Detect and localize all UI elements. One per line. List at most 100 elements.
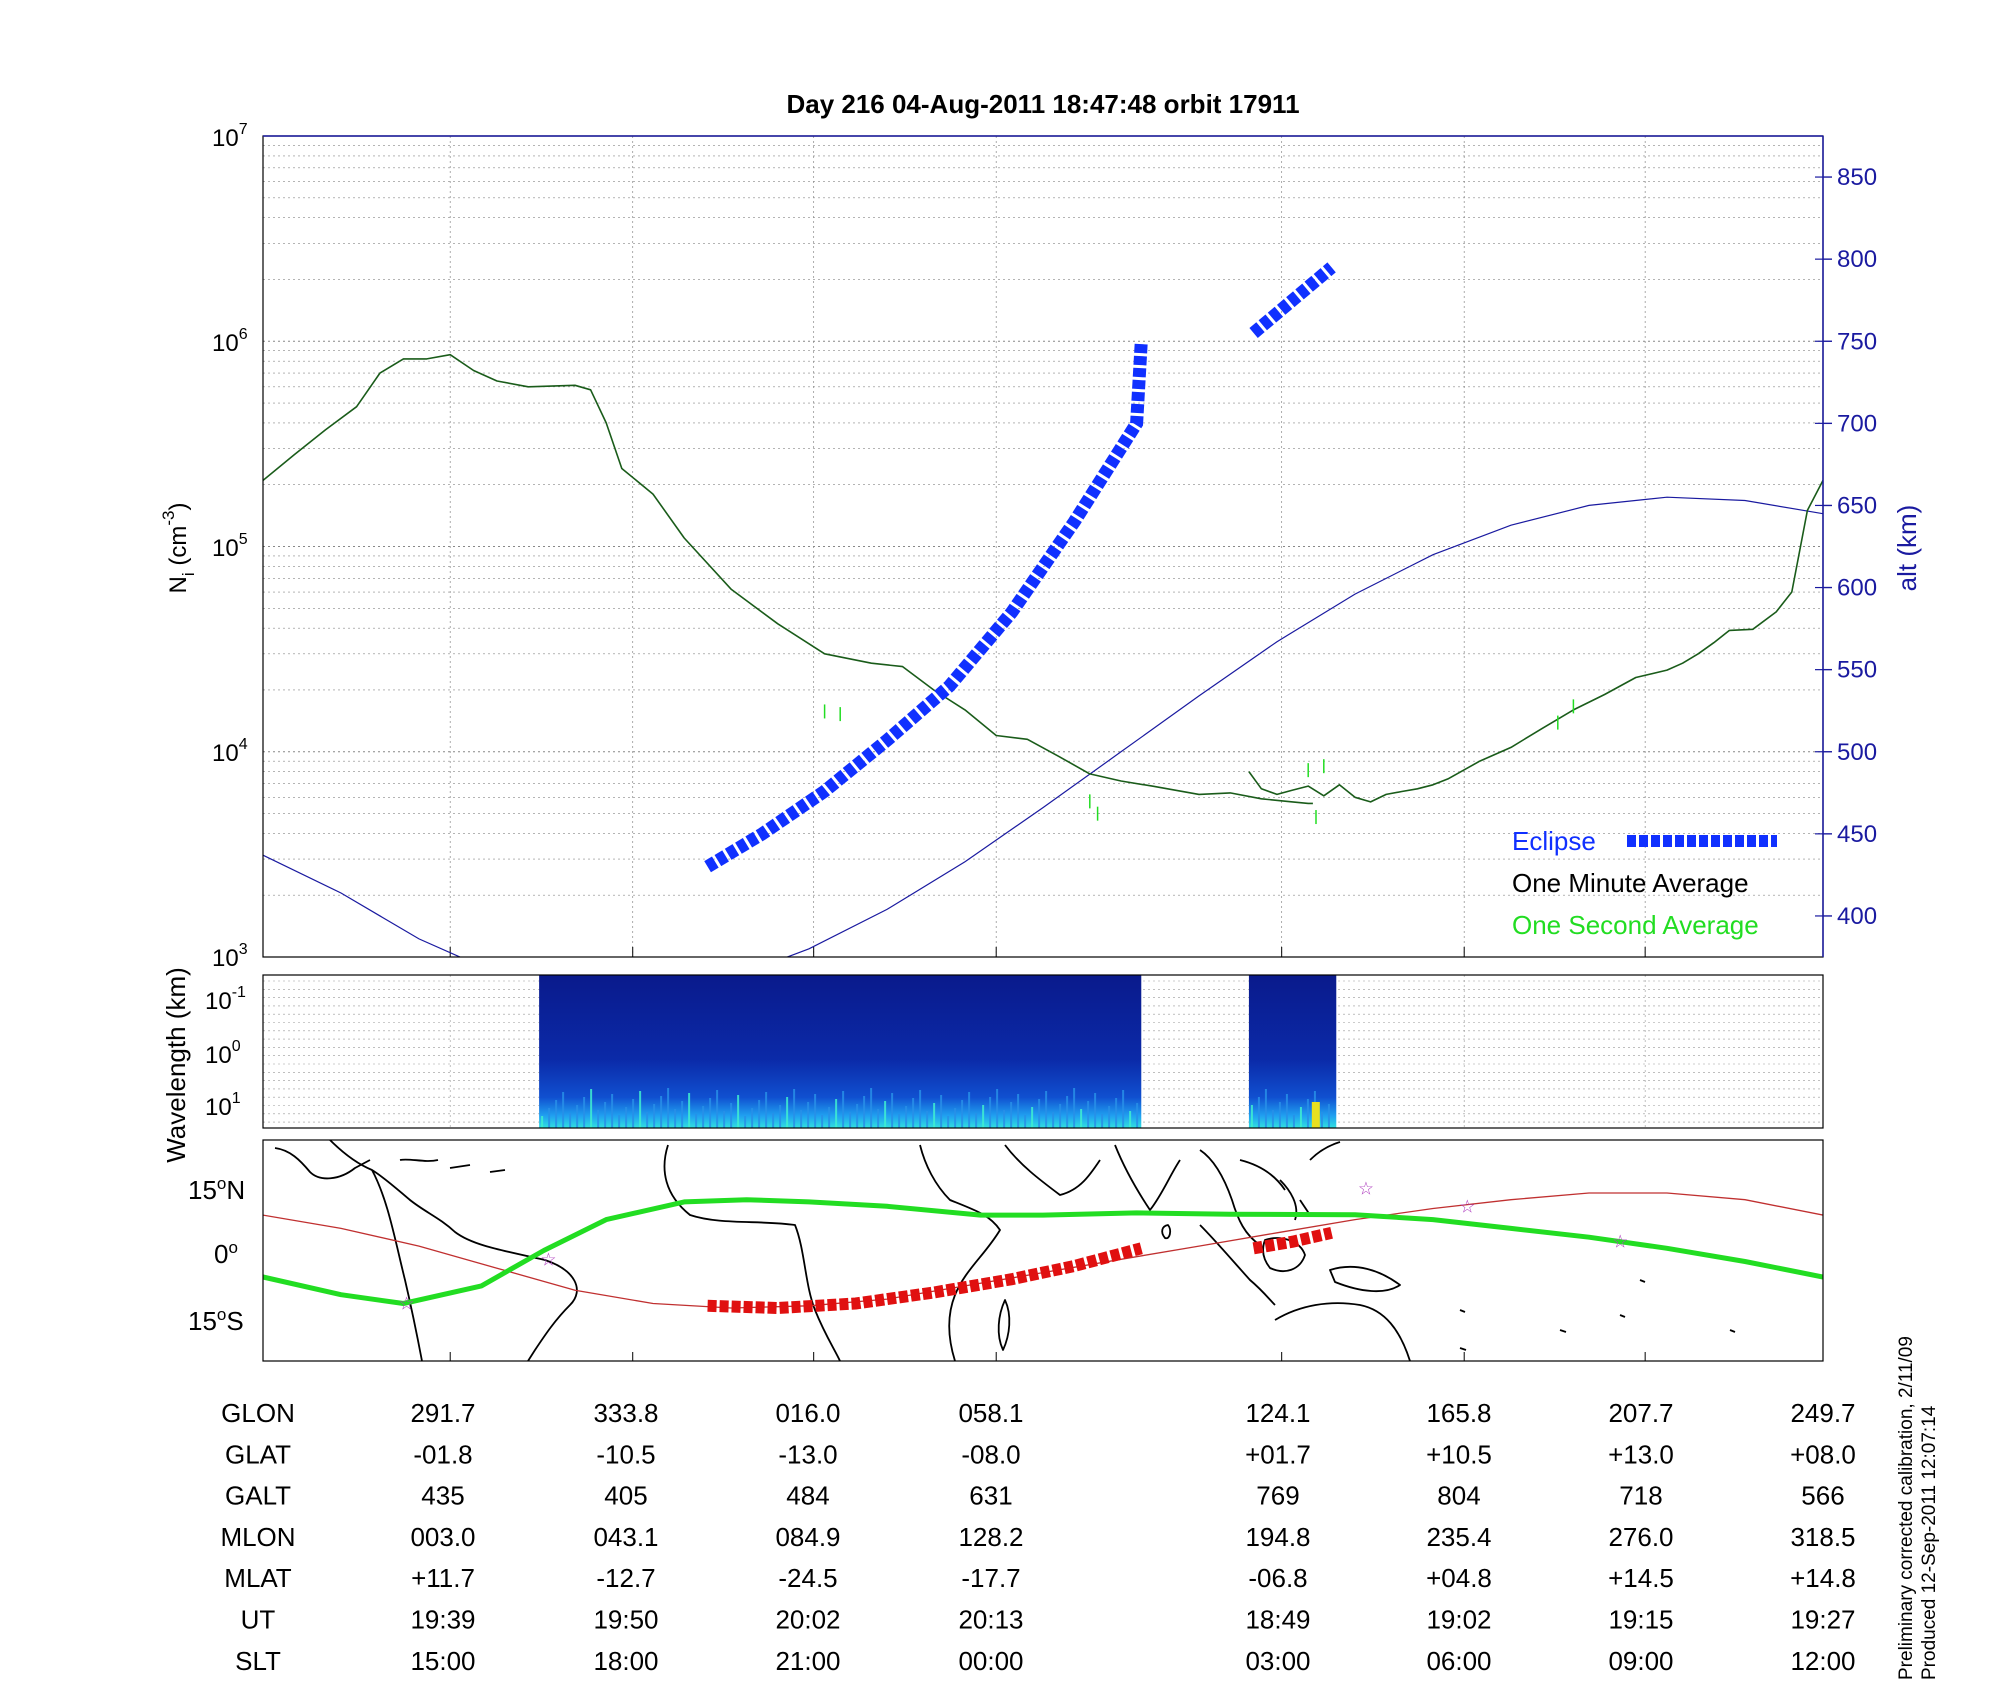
spectrogram-block (1248, 975, 1337, 1128)
alt-tick-label: 400 (1837, 903, 1877, 930)
legend-second-label: One Second Average (1512, 910, 1759, 940)
alt-tick-label: 850 (1837, 164, 1877, 191)
star-marker: ☆ (1459, 1196, 1475, 1216)
eclipse-markers-top (704, 262, 1336, 873)
star-marker: ☆ (540, 1249, 556, 1269)
coast-sumatra (1199, 1224, 1276, 1306)
info-cell: 124.1 (1245, 1398, 1310, 1428)
star-marker: ☆ (398, 1294, 414, 1314)
coastlines (274, 1140, 1736, 1361)
coast-south-america-west (371, 1169, 423, 1361)
info-cell: 21:00 (775, 1646, 840, 1676)
map-tick-15n: 15oN (188, 1174, 245, 1205)
density-minute-segment (263, 353, 1313, 805)
eclipse-markers-map (707, 1226, 1333, 1315)
spectrogram-blocks (539, 975, 1337, 1128)
map-frame (262, 1139, 1824, 1362)
eclipse-segment (1249, 262, 1336, 338)
alt-tick-label: 700 (1837, 410, 1877, 437)
coast-madagascar (997, 1299, 1011, 1351)
info-cell: 484 (786, 1481, 829, 1511)
info-cell: -24.5 (778, 1563, 837, 1593)
info-cell: +14.5 (1608, 1563, 1674, 1593)
y-tick-1e6: 106 (212, 326, 248, 357)
map-panel: ☆ ☆ ☆ ☆ ☆ 15oN 0o 15oS (188, 1139, 1824, 1362)
info-cell: 19:27 (1790, 1605, 1855, 1635)
info-cell: 165.8 (1426, 1398, 1491, 1428)
info-cell: 291.7 (410, 1398, 475, 1428)
info-cell: +14.8 (1790, 1563, 1856, 1593)
density-y-label: Ni (cm-3) (159, 503, 198, 594)
info-cell: 15:00 (410, 1646, 475, 1676)
info-cell: 20:13 (958, 1605, 1023, 1635)
spec-tick-1e0: 100 (205, 1038, 241, 1069)
info-cell: 00:00 (958, 1646, 1023, 1676)
info-cell: -12.7 (596, 1563, 655, 1593)
position-star-markers: ☆ ☆ ☆ ☆ ☆ (398, 1179, 1628, 1314)
coast-new-guinea (1329, 1266, 1401, 1293)
info-cell: 09:00 (1608, 1646, 1673, 1676)
altitude-y-ticks: 400 450 500 550 600 650 700 750 800 850 (1815, 164, 1877, 930)
info-cell: -13.0 (778, 1439, 837, 1469)
legend-minute-label: One Minute Average (1512, 868, 1749, 898)
info-cell: +10.5 (1426, 1439, 1492, 1469)
info-cell: 19:50 (593, 1605, 658, 1635)
coast-caribbean (399, 1158, 506, 1173)
altitude-y-label: alt (km) (1892, 505, 1922, 592)
info-cell: -08.0 (961, 1439, 1020, 1469)
y-tick-1e4: 104 (212, 736, 248, 767)
info-cell: 016.0 (775, 1398, 840, 1428)
side-note-line2: Produced 12-Sep-2011 12:07:14 (1919, 1405, 1940, 1680)
info-cell: 128.2 (958, 1522, 1023, 1552)
spectrogram-y-label: Wavelength (km) (161, 967, 191, 1163)
info-row-label: GALT (225, 1481, 291, 1511)
info-cell: 20:02 (775, 1605, 840, 1635)
info-cell: -01.8 (413, 1439, 472, 1469)
coast-africa-west (663, 1144, 841, 1361)
density-y-ticks: 103 104 105 106 107 (212, 121, 248, 972)
info-cell: 03:00 (1245, 1646, 1310, 1676)
info-cell: -10.5 (596, 1439, 655, 1469)
star-marker: ☆ (1358, 1179, 1374, 1199)
info-cell: 249.7 (1790, 1398, 1855, 1428)
info-cell: 19:39 (410, 1605, 475, 1635)
spectrogram-panel: 10-1 100 101 Wavelength (km) (161, 967, 1824, 1163)
info-cell: -06.8 (1248, 1563, 1307, 1593)
coast-pacific-islands (1459, 1279, 1736, 1351)
y-tick-1e7: 107 (212, 121, 248, 152)
info-cell: +04.8 (1426, 1563, 1492, 1593)
info-cell: 19:02 (1426, 1605, 1491, 1635)
eclipse-segment (704, 340, 1148, 873)
info-cell: 06:00 (1426, 1646, 1491, 1676)
spectrogram-block (539, 975, 1142, 1128)
coast-arabia (1004, 1144, 1101, 1196)
star-marker: ☆ (1612, 1232, 1628, 1252)
orbit-info-table: GLON 291.7 333.8 016.0 058.1 124.1 165.8 207.7 2… (220, 1398, 1855, 1676)
spectrogram-hotspot (1311, 1102, 1320, 1128)
info-cell: 12:00 (1790, 1646, 1855, 1676)
info-cell: 19:15 (1608, 1605, 1673, 1635)
map-x-ticks (449, 1352, 1646, 1361)
spectrogram-frame (262, 974, 1824, 1129)
info-row-label: MLAT (224, 1563, 292, 1593)
coast-australia (1274, 1302, 1411, 1361)
alt-tick-label: 500 (1837, 739, 1877, 766)
legend-eclipse-label: Eclipse (1512, 826, 1596, 856)
alt-tick-label: 750 (1837, 328, 1877, 355)
info-cell: 566 (1801, 1481, 1844, 1511)
density-minute-segment (1248, 480, 1823, 803)
density-gridlines (263, 136, 1823, 958)
map-plot-area (263, 1140, 1823, 1361)
info-row-label: GLON (221, 1398, 295, 1428)
density-panel: 103 104 105 106 107 Ni (cm-3) 400 450 500 5… (159, 121, 1922, 972)
info-cell: 058.1 (958, 1398, 1023, 1428)
info-cell: 333.8 (593, 1398, 658, 1428)
alt-tick-label: 600 (1837, 575, 1877, 602)
info-cell: +11.7 (411, 1563, 475, 1593)
coast-sri-lanka (1161, 1224, 1172, 1240)
info-row-label: UT (241, 1605, 276, 1635)
info-cell: 804 (1437, 1481, 1480, 1511)
legend: Eclipse One Minute Average One Second Av… (1512, 826, 1777, 940)
info-cell: +13.0 (1608, 1439, 1674, 1469)
